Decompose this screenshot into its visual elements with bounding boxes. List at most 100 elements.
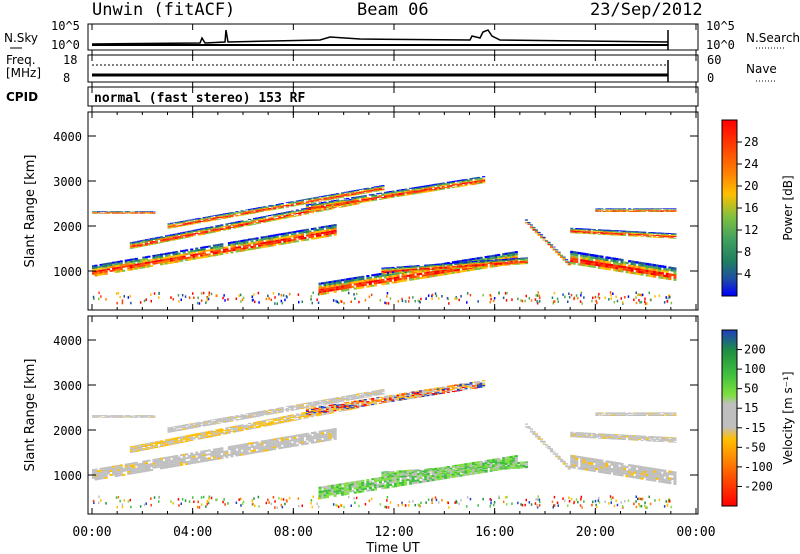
power-cell [597,231,601,232]
power-cell [464,266,468,268]
power-cell [479,177,483,179]
power-cell [129,260,133,263]
power-cell [300,239,304,242]
velocity-cell [235,450,239,453]
power-cell [363,279,367,282]
velocity-cell [200,456,204,459]
power-cell [373,278,377,281]
velocity-cell [165,460,169,463]
power-cell [585,253,589,256]
power-cell [144,264,148,266]
power-cell [165,237,169,239]
power-cell [406,268,410,270]
velocity-cell [305,414,309,416]
power-cell [560,254,564,256]
nave-tick-bottom: 0 [707,71,714,85]
power-cell [165,240,169,242]
power-cell [429,187,433,189]
power-cell [623,230,627,232]
power-cell [454,180,458,182]
power-cell [190,231,194,233]
power-cell [185,235,189,237]
power-cell [210,219,214,221]
power-cell [293,205,297,207]
power-cell [152,242,156,244]
power-cell [243,214,247,216]
power-noise [389,297,392,300]
power-cell [285,216,289,218]
power-cell [356,287,360,290]
velocity-cell [326,403,330,405]
power-cell [227,244,231,246]
velocity-cell [333,410,337,412]
power-noise [435,294,438,298]
power-cell [424,269,428,271]
power-cell [368,276,372,279]
power-cell [263,207,267,208]
power-cell [613,259,617,263]
velocity-cell [167,427,171,429]
power-cell [673,210,677,211]
velocity-cell [187,456,191,459]
power-cell [333,233,337,236]
power-cell [459,267,463,269]
power-cell [673,276,677,279]
power-cell [129,258,133,261]
velocity-cell [205,435,209,437]
power-cell [618,232,622,234]
power-cell [134,257,138,260]
power-cell [318,289,322,292]
velocity-cell [331,432,335,435]
velocity-cell [245,415,249,417]
power-cell [361,196,365,198]
velocity-cell [270,410,274,412]
power-cell [273,234,277,237]
power-cell [353,279,357,282]
power-cell [243,223,247,225]
power-noise [267,294,269,298]
velocity-cell [142,470,146,473]
power-cell [303,210,307,212]
power-cell [290,215,294,217]
power-cell [142,258,146,261]
power-cell [232,221,236,223]
velocity-cell [293,405,297,407]
power-cell [321,208,325,210]
power-cell [431,268,435,270]
power-cell [482,263,486,265]
power-cell [187,224,191,226]
power-cell [454,184,458,186]
power-cell [290,204,294,206]
power-cell [545,242,549,244]
velocity-cell [316,400,320,402]
power-cell [185,220,189,222]
power-cell [610,211,614,212]
power-cell [152,241,156,243]
power-cell [444,184,448,186]
velocity-cell [323,403,327,405]
power-cell [482,261,486,263]
power-cell [215,218,219,220]
velocity-cell [235,426,239,428]
velocity-cell [165,462,169,465]
power-cell [240,249,244,252]
power-cell [190,232,194,234]
power-cell [638,261,642,264]
power-cell [232,245,236,248]
power-cell [444,264,448,266]
power-noise [598,297,601,300]
power-cell [504,256,508,259]
power-cell [217,215,221,217]
power-cell [225,229,229,231]
velocity-cell [119,468,123,471]
velocity-cell [323,413,327,415]
velocity-cell [316,438,320,441]
power-cell [94,272,98,275]
power-cell [371,197,375,199]
velocity-cell [127,472,131,475]
velocity-cell [230,417,234,419]
velocity-cell [139,445,143,447]
power-cell [346,193,350,195]
power-cell [474,178,478,180]
power-noise [648,291,650,295]
